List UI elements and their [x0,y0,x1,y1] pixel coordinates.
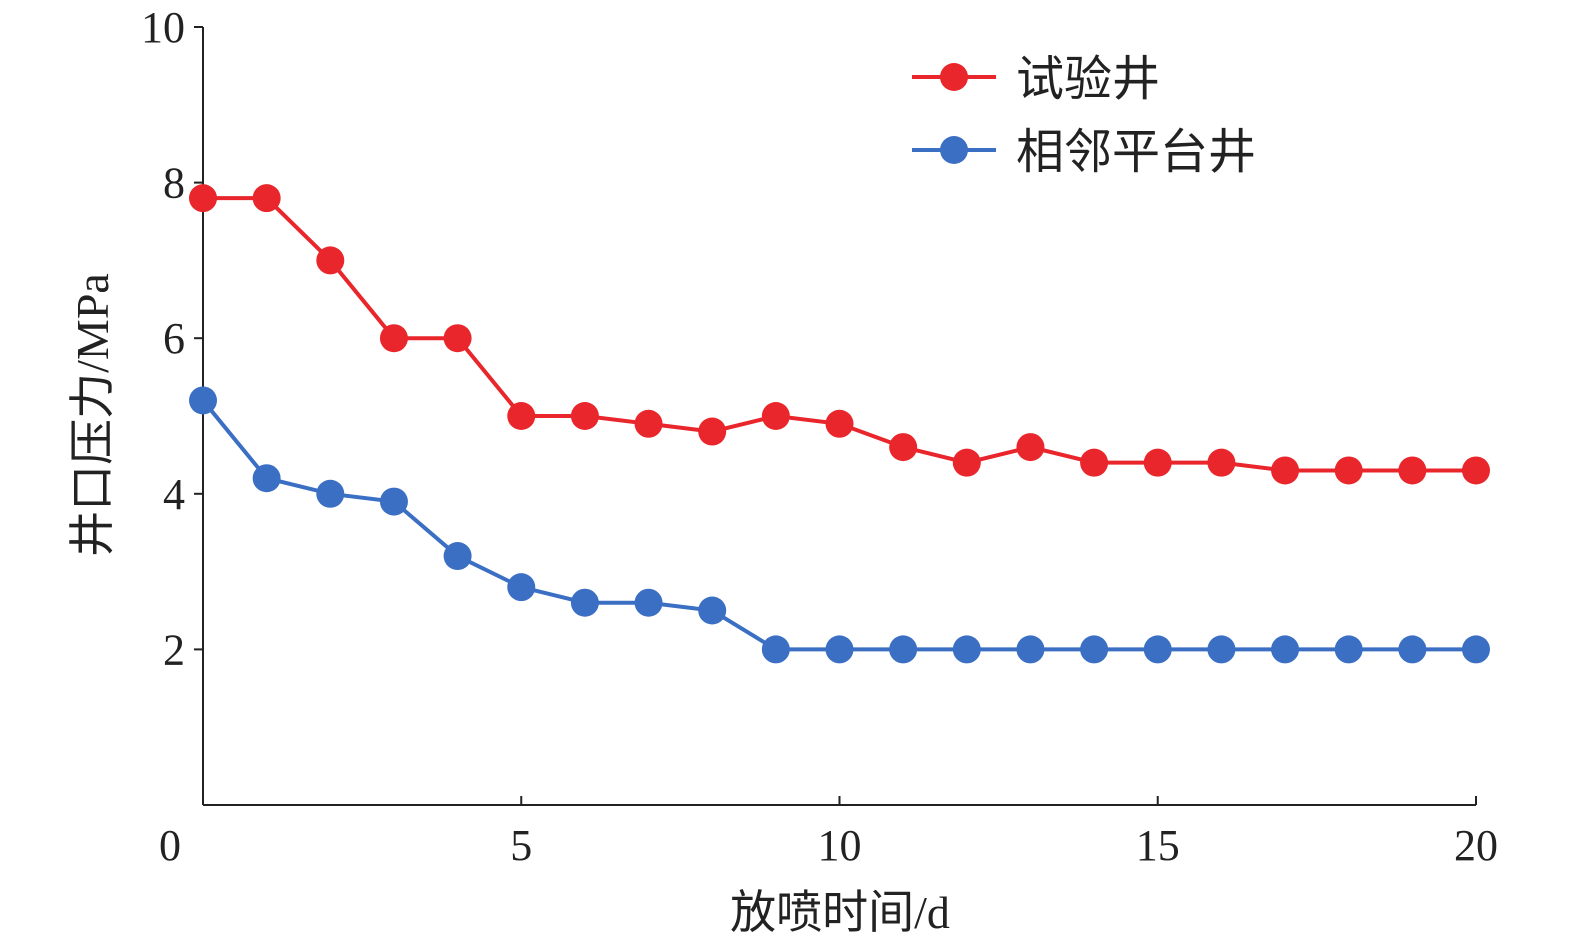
data-point [316,246,345,275]
x-tick-label: 5 [510,821,532,870]
data-point [570,588,599,617]
data-point [1143,448,1172,477]
x-tick-label: 20 [1454,821,1498,870]
data-point [379,487,408,516]
data-point [1207,448,1236,477]
y-tick-label: 8 [163,159,185,208]
y-tick-label: 10 [141,3,185,52]
data-point [1271,635,1300,664]
data-point [1016,433,1045,462]
data-point [1080,448,1109,477]
data-point [1334,456,1363,485]
data-point [698,417,727,446]
series-group [189,184,1490,664]
data-point [825,409,854,438]
legend-label: 相邻平台井 [1016,126,1256,179]
data-point [1143,635,1172,664]
data-point [761,402,790,430]
data-point [889,635,918,664]
series-line-1 [201,399,1476,652]
data-point [889,433,918,462]
y-tick-label: 4 [163,470,185,519]
data-point [1207,635,1236,664]
y-tick-label: 2 [163,625,185,674]
data-point [1398,635,1427,664]
legend-label: 试验井 [1016,53,1160,106]
data-point [570,402,599,430]
data-point [1462,635,1490,664]
data-point [252,184,281,213]
data-point [825,635,854,664]
data-point [379,324,408,353]
x-tick-label: 10 [818,821,862,870]
data-point [507,573,536,602]
data-point [252,464,281,493]
data-point [1080,635,1109,664]
data-point [1334,635,1363,664]
data-point [316,479,345,508]
data-point [698,596,727,625]
y-tick-label: 6 [163,314,185,363]
x-axis-label: 放喷时间/d [730,887,950,938]
data-point [1016,635,1045,664]
y-axis-label: 井口压力/MPa [67,273,118,557]
data-point [952,448,981,477]
data-point [189,386,217,415]
x-tick-label: 0 [159,821,181,870]
data-point [634,409,663,438]
data-point [1462,456,1490,485]
data-point [189,184,217,213]
data-point [952,635,981,664]
data-point [443,542,472,571]
x-tick-label: 15 [1136,821,1180,870]
data-point [443,324,472,353]
axes: 0 5 10 15 20 2 4 6 8 10 [141,3,1498,870]
data-point [634,588,663,617]
data-point [507,402,536,430]
data-point [1271,456,1300,485]
legend-marker [940,136,968,164]
data-point [761,635,790,664]
data-point [1398,456,1427,485]
legend-marker [940,63,968,91]
